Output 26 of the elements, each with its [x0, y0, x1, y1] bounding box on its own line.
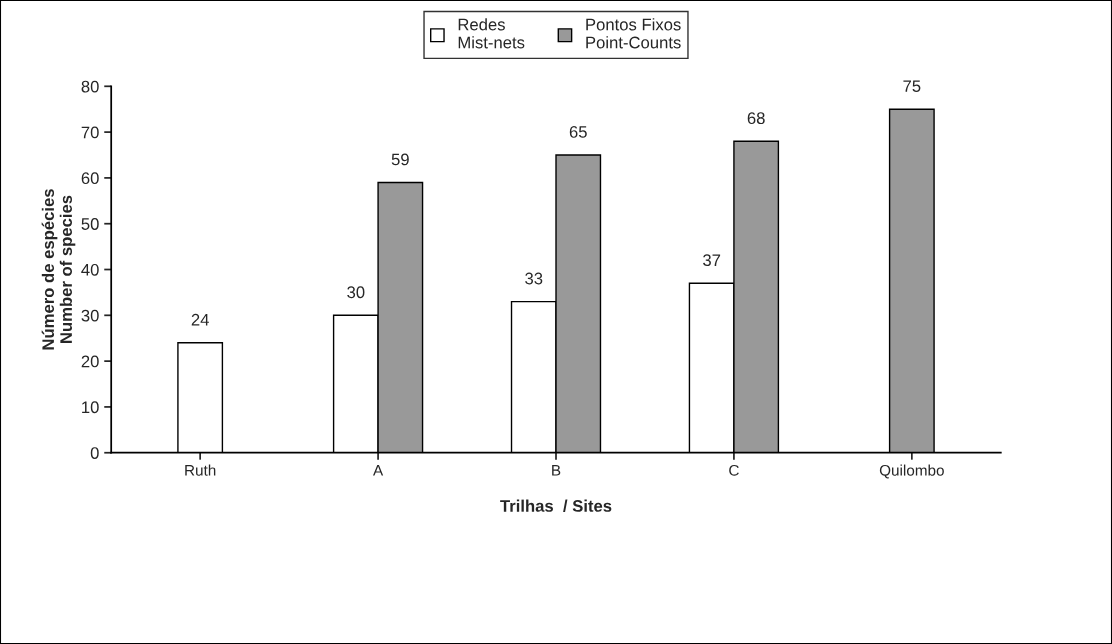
x-tick-label: Ruth	[185, 464, 216, 476]
y-axis-title: Número de espécies Number of species	[41, 189, 76, 350]
y-tick-label: 0	[90, 447, 99, 459]
y-tick-label: 30	[81, 309, 99, 322]
x-axis-title: Trilhas / Sites	[500, 499, 612, 513]
data-label: 75	[903, 80, 921, 93]
x-tick-label: A	[373, 465, 384, 476]
x-tick-label: Quilombo	[879, 464, 944, 479]
y-tick-label: 80	[81, 80, 99, 93]
y-tick-label: 70	[81, 126, 99, 139]
y-tick-label: 60	[81, 172, 99, 185]
legend-label: Pontos Fixos Point-Counts	[586, 18, 681, 49]
x-tick-label: B	[552, 465, 561, 476]
data-label: 30	[347, 286, 365, 299]
data-label: 68	[747, 112, 765, 125]
y-tick-label: 20	[81, 355, 99, 368]
x-tick-label: C	[729, 464, 739, 476]
data-label: 24	[191, 313, 209, 326]
data-label: 59	[391, 153, 409, 166]
y-tick-label: 10	[82, 401, 99, 414]
y-tick-label: 50	[81, 218, 99, 230]
data-label: 65	[569, 126, 587, 138]
data-label: 33	[525, 272, 543, 285]
data-label: 37	[703, 254, 721, 267]
legend-label: Redes Mist-nets	[458, 18, 525, 49]
y-tick-label: 40	[81, 263, 99, 276]
